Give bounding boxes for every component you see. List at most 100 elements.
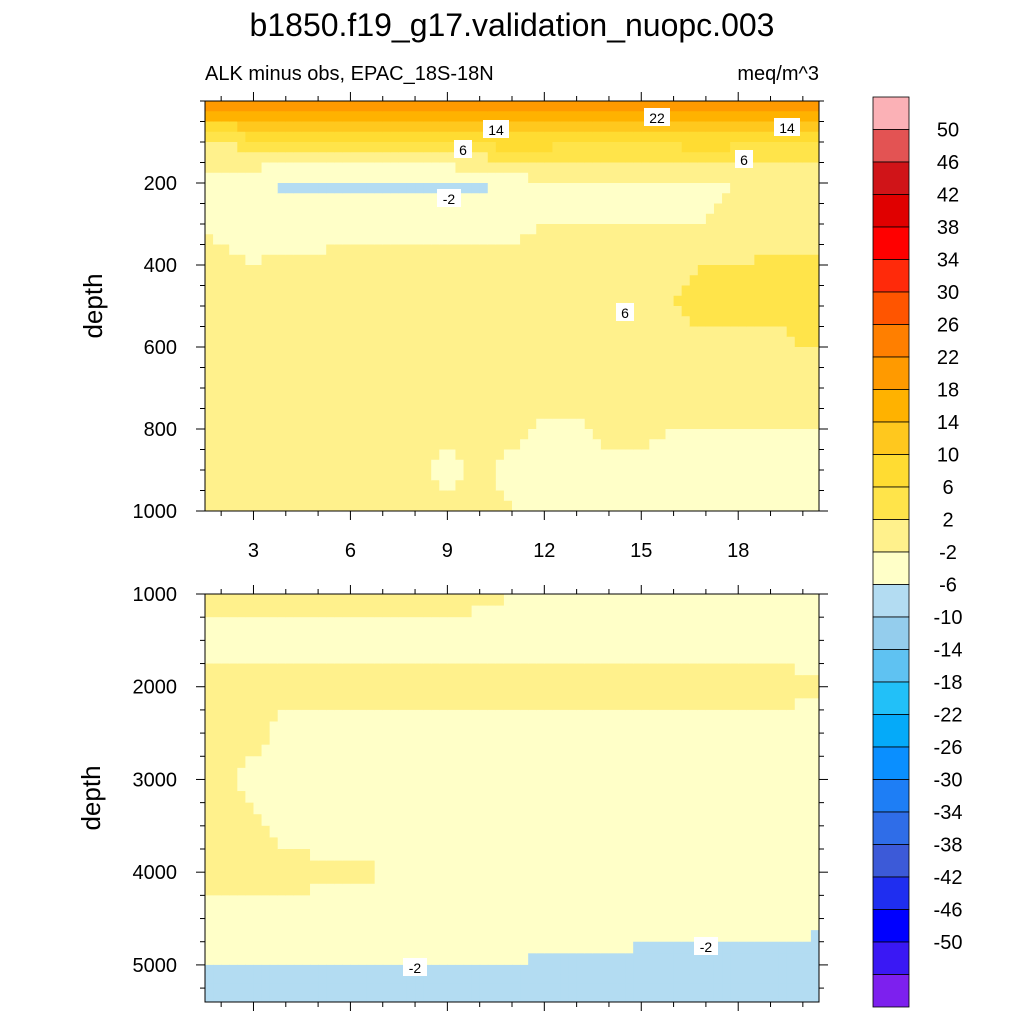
heatmap-cell xyxy=(576,213,586,225)
heatmap-cell xyxy=(762,408,772,420)
heatmap-cell xyxy=(705,142,715,153)
heatmap-cell xyxy=(439,336,448,348)
heatmap-cell xyxy=(334,721,343,734)
heatmap-cell xyxy=(689,651,699,665)
heatmap-cell xyxy=(415,111,424,123)
heatmap-cell xyxy=(827,111,836,122)
heatmap-cell xyxy=(722,398,731,410)
heatmap-cell xyxy=(447,594,457,607)
heatmap-cell xyxy=(415,172,424,184)
heatmap-cell xyxy=(463,183,473,194)
heatmap-cell xyxy=(237,490,246,502)
heatmap-cell xyxy=(439,686,448,699)
heatmap-cell xyxy=(285,651,295,665)
heatmap-cell xyxy=(827,142,836,153)
heatmap-cell xyxy=(503,605,513,618)
heatmap-cell xyxy=(471,779,481,792)
heatmap-cell xyxy=(301,429,311,440)
heatmap-cell xyxy=(237,721,246,734)
heatmap-cell xyxy=(754,183,764,194)
heatmap-cell xyxy=(205,709,206,723)
heatmap-cell xyxy=(560,213,570,225)
heatmap-cell xyxy=(326,617,335,630)
heatmap-cell xyxy=(617,500,626,511)
heatmap-cell xyxy=(326,398,335,410)
heatmap-cell xyxy=(713,733,723,746)
heatmap-cell xyxy=(245,152,255,164)
heatmap-cell xyxy=(253,111,263,123)
heatmap-cell xyxy=(608,101,618,112)
heatmap-cell xyxy=(431,721,440,734)
heatmap-cell xyxy=(447,316,457,328)
heatmap-cell xyxy=(398,500,408,511)
heatmap-cell xyxy=(705,254,715,266)
heatmap-cell xyxy=(786,336,796,348)
heatmap-cell xyxy=(318,121,327,133)
heatmap-cell xyxy=(237,142,246,153)
heatmap-cell xyxy=(334,814,343,827)
heatmap-cell xyxy=(374,367,384,379)
heatmap-cell xyxy=(608,605,618,618)
heatmap-cell xyxy=(697,285,707,297)
heatmap-cell xyxy=(810,779,819,792)
heatmap-cell xyxy=(794,336,804,348)
heatmap-cell xyxy=(568,594,578,607)
heatmap-cell xyxy=(431,357,440,369)
heatmap-cell xyxy=(342,203,352,215)
heatmap-cell xyxy=(301,234,311,246)
heatmap-cell xyxy=(552,326,562,338)
heatmap-cell xyxy=(770,429,780,440)
heatmap-cell xyxy=(608,234,618,246)
heatmap-cell xyxy=(326,459,335,471)
heatmap-cell xyxy=(689,398,699,410)
heatmap-cell xyxy=(608,111,618,123)
heatmap-cell xyxy=(358,172,368,184)
heatmap-cell xyxy=(221,814,230,827)
heatmap-cell xyxy=(705,429,715,440)
heatmap-cell xyxy=(382,183,392,194)
heatmap-cell xyxy=(665,721,675,734)
heatmap-cell xyxy=(487,791,497,804)
heatmap-cell xyxy=(277,698,287,711)
heatmap-cell xyxy=(229,285,238,297)
heatmap-cell xyxy=(754,429,764,440)
heatmap-cell xyxy=(560,275,570,287)
heatmap-cell xyxy=(269,733,279,746)
heatmap-cell xyxy=(536,721,545,734)
heatmap-cell xyxy=(754,336,764,348)
heatmap-cell xyxy=(641,500,650,511)
heatmap-cell xyxy=(245,721,255,734)
heatmap-cell xyxy=(301,756,311,769)
heatmap-cell xyxy=(463,744,473,757)
heatmap-cell xyxy=(261,172,271,184)
heatmap-cell xyxy=(358,408,368,420)
heatmap-cell xyxy=(415,326,424,338)
heatmap-cell xyxy=(471,285,481,297)
heatmap-cell xyxy=(431,203,440,215)
heatmap-cell xyxy=(285,744,295,757)
heatmap-cell xyxy=(439,254,448,266)
heatmap-cell xyxy=(398,721,408,734)
heatmap-cell xyxy=(205,675,206,688)
heatmap-cell xyxy=(415,265,424,276)
heatmap-cell xyxy=(617,388,626,399)
heatmap-cell xyxy=(471,480,481,492)
heatmap-cell xyxy=(479,336,489,348)
heatmap-cell xyxy=(633,617,642,630)
heatmap-cell xyxy=(277,347,287,358)
heatmap-cell xyxy=(374,594,384,607)
heatmap-cell xyxy=(277,408,287,420)
heatmap-cell xyxy=(746,347,755,358)
heatmap-cell xyxy=(205,628,206,641)
heatmap-cell xyxy=(819,698,828,710)
heatmap-cell xyxy=(439,347,448,358)
heatmap-cell xyxy=(560,183,570,194)
heatmap-cell xyxy=(819,183,828,194)
heatmap-cell xyxy=(213,326,222,338)
heatmap-cell xyxy=(512,791,521,804)
heatmap-cell xyxy=(334,418,343,430)
heatmap-cell xyxy=(415,802,424,815)
heatmap-cell xyxy=(406,142,416,153)
heatmap-cell xyxy=(520,490,529,502)
heatmap-cell xyxy=(503,347,513,358)
